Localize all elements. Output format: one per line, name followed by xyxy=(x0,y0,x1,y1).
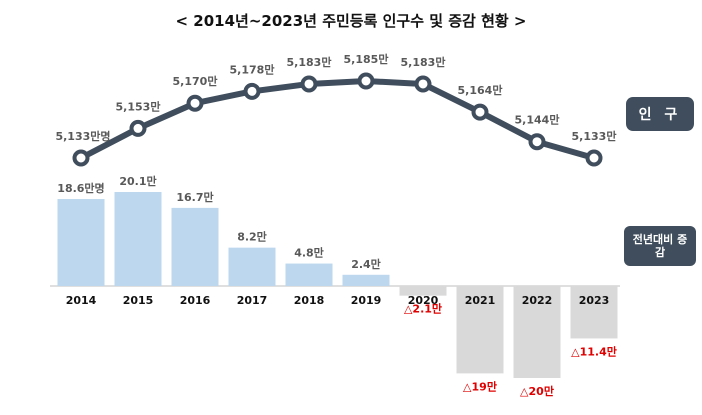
change-bar xyxy=(228,247,276,286)
x-axis-tick-label: 2021 xyxy=(465,294,496,307)
population-point-label: 5,170만 xyxy=(173,74,218,88)
x-axis-tick-label: 2022 xyxy=(522,294,553,307)
change-bar xyxy=(399,286,447,296)
population-point xyxy=(129,119,147,137)
change-bar xyxy=(171,207,219,286)
population-point-label: 5,185만 xyxy=(344,52,389,66)
population-point xyxy=(471,103,489,121)
change-bar-label: 4.8만 xyxy=(294,246,324,260)
change-bar xyxy=(285,263,333,286)
change-bar-label: 8.2만 xyxy=(237,230,267,244)
population-legend-badge: 인 구 xyxy=(626,97,694,131)
population-line xyxy=(78,78,597,161)
population-point-label: 5,183만 xyxy=(287,55,332,69)
population-point xyxy=(585,149,603,167)
population-point xyxy=(528,133,546,151)
change-bar-label: △11.4만 xyxy=(571,344,617,358)
x-axis-tick-label: 2023 xyxy=(579,294,610,307)
population-point xyxy=(186,94,204,112)
change-bar-label: 2.4만 xyxy=(351,257,381,271)
change-bar-label: 20.1만 xyxy=(119,174,156,188)
population-point xyxy=(243,82,261,100)
change-bar-label: △2.1만 xyxy=(404,302,442,316)
change-legend-badge: 전년대비 증감 xyxy=(624,226,696,266)
change-bar-label: △19만 xyxy=(463,379,497,393)
population-point xyxy=(72,149,90,167)
change-bar xyxy=(342,274,390,286)
change-bar-label: △20만 xyxy=(520,384,554,398)
x-axis-tick-label: 2015 xyxy=(123,294,154,307)
x-axis-tick-label: 2014 xyxy=(66,294,97,307)
x-axis-tick-label: 2020 xyxy=(408,294,439,307)
population-point xyxy=(357,72,375,90)
change-bar-label: 16.7만 xyxy=(176,190,213,204)
population-point xyxy=(300,75,318,93)
change-bar xyxy=(570,286,618,339)
x-axis-tick-label: 2016 xyxy=(180,294,211,307)
population-point-label: 5,178만 xyxy=(230,62,275,76)
x-axis-tick-label: 2018 xyxy=(294,294,325,307)
population-point-label: 5,133만 xyxy=(572,129,617,143)
change-bar-label: 18.6만명 xyxy=(57,181,104,195)
change-bar xyxy=(456,286,504,374)
population-point-label: 5,164만 xyxy=(458,83,503,97)
population-point xyxy=(414,75,432,93)
change-bar xyxy=(57,199,105,286)
population-point-label: 5,183만 xyxy=(401,55,446,69)
chart-title: < 2014년~2023년 주민등록 인구수 및 증감 현황 > xyxy=(175,12,527,30)
change-bar xyxy=(513,286,561,378)
x-axis-tick-label: 2019 xyxy=(351,294,382,307)
change-bar xyxy=(114,192,162,286)
population-point-label: 5,133만명 xyxy=(55,129,110,143)
population-point-label: 5,153만 xyxy=(116,99,161,113)
x-axis-tick-label: 2017 xyxy=(237,294,268,307)
population-point-label: 5,144만 xyxy=(515,113,560,127)
